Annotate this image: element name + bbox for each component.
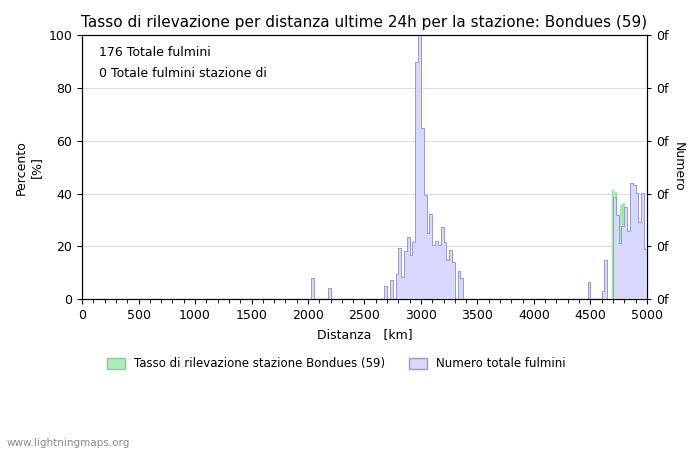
- Y-axis label: Percento
[%]: Percento [%]: [15, 140, 43, 195]
- Bar: [451, 290, 453, 299]
- Y-axis label: Numero: Numero: [672, 143, 685, 192]
- Bar: [626, 291, 628, 299]
- Bar: [615, 192, 617, 299]
- Text: 0 Totale fulmini stazione di: 0 Totale fulmini stazione di: [99, 67, 267, 80]
- Bar: [620, 205, 622, 299]
- Text: www.lightningmaps.org: www.lightningmaps.org: [7, 438, 130, 448]
- X-axis label: Distanza   [km]: Distanza [km]: [316, 328, 412, 341]
- Bar: [617, 220, 620, 299]
- Bar: [330, 291, 332, 299]
- Text: 176 Totale fulmini: 176 Totale fulmini: [99, 46, 211, 59]
- Bar: [637, 294, 640, 299]
- Bar: [612, 190, 614, 299]
- Bar: [437, 288, 439, 299]
- Bar: [454, 293, 456, 299]
- Bar: [623, 203, 625, 299]
- Title: Tasso di rilevazione per distanza ultime 24h per la stazione: Bondues (59): Tasso di rilevazione per distanza ultime…: [81, 15, 648, 30]
- Bar: [643, 294, 645, 299]
- Legend: Tasso di rilevazione stazione Bondues (59), Numero totale fulmini: Tasso di rilevazione stazione Bondues (5…: [102, 353, 570, 375]
